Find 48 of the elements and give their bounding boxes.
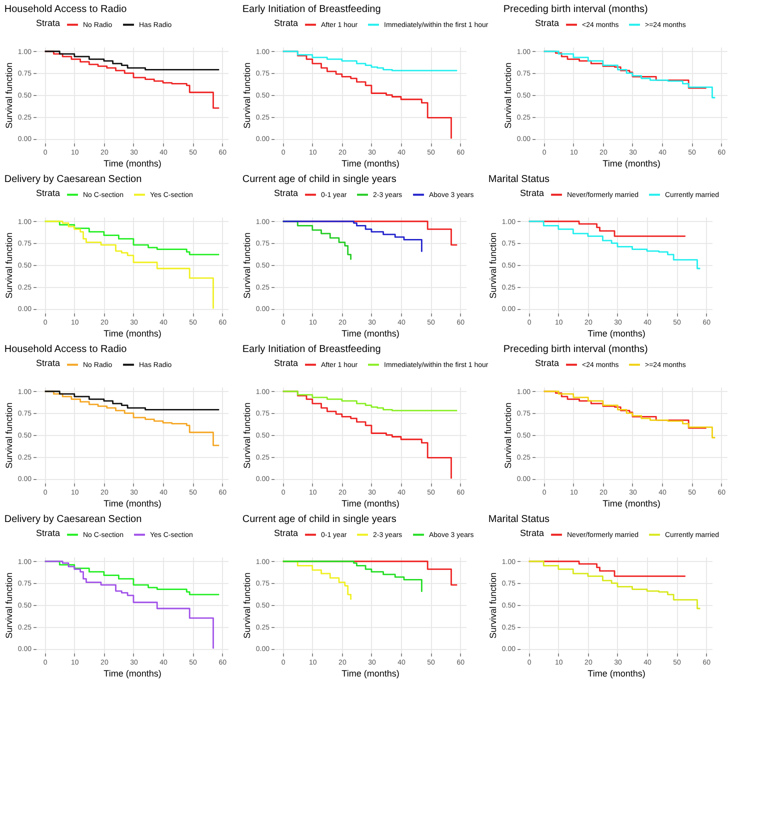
x-axis-title: Time (months) [342, 668, 400, 678]
legend-title: Strata [274, 528, 298, 538]
y-axis-title: Survival function [502, 62, 513, 129]
chart-title: Current age of child in single years [242, 174, 396, 185]
y-axis-title: Survival function [4, 572, 14, 639]
chart-title: Marital Status [488, 174, 550, 185]
y-axis-title: Survival function [242, 402, 252, 469]
x-axis-title: Time (months) [342, 158, 400, 168]
legend-title: Strata [274, 188, 298, 198]
chart-title: Delivery by Caesarean Section [4, 514, 142, 525]
x-axis-title: Time (months) [342, 328, 400, 338]
x-axis-title: Time (months) [602, 158, 660, 168]
chart-title: Early Initiation of Breastfeeding [242, 4, 381, 15]
chart-title: Early Initiation of Breastfeeding [242, 344, 381, 355]
legend-title: Strata [36, 528, 60, 538]
y-axis-title: Survival function [502, 402, 513, 469]
legend-title: Strata [36, 188, 60, 198]
chart-title: Household Access to Radio [4, 4, 128, 15]
x-axis-title: Time (months) [602, 498, 660, 508]
chart-title: Marital Status [488, 514, 550, 525]
legend-title: Strata [520, 528, 544, 538]
y-axis-title: Survival function [488, 232, 498, 299]
chart-title: Household Access to Radio [4, 344, 128, 355]
y-axis-title: Survival function [4, 402, 14, 469]
y-axis-title: Survival function [4, 62, 14, 129]
x-axis-title: Time (months) [104, 498, 162, 508]
x-axis-title: Time (months) [588, 328, 646, 338]
chart-title: Current age of child in single years [242, 514, 396, 525]
legend-title: Strata [520, 188, 544, 198]
legend-title: Strata [535, 18, 560, 28]
y-axis-title: Survival function [488, 572, 498, 639]
y-axis-title: Survival function [242, 572, 252, 639]
legend-title: Strata [274, 18, 298, 28]
x-axis-title: Time (months) [104, 668, 162, 678]
x-axis-title: Time (months) [104, 158, 162, 168]
chart-title: Delivery by Caesarean Section [4, 174, 142, 185]
y-axis-title: Survival function [4, 232, 14, 299]
y-axis-title: Survival function [242, 232, 252, 299]
chart-title: Preceding birth interval (months) [503, 4, 648, 15]
y-axis-title: Survival function [242, 62, 252, 129]
legend-title: Strata [36, 358, 60, 368]
x-axis-title: Time (months) [104, 328, 162, 338]
legend-title: Strata [36, 18, 60, 28]
chart-title: Preceding birth interval (months) [503, 344, 648, 355]
x-axis-title: Time (months) [342, 498, 400, 508]
legend-title: Strata [274, 358, 298, 368]
legend-title: Strata [535, 358, 560, 368]
x-axis-title: Time (months) [588, 668, 646, 678]
